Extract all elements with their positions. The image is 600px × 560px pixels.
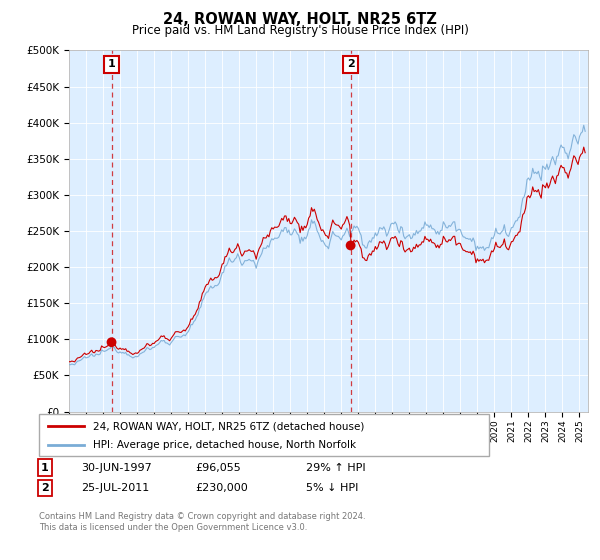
Text: 24, ROWAN WAY, HOLT, NR25 6TZ: 24, ROWAN WAY, HOLT, NR25 6TZ	[163, 12, 437, 27]
Text: 30-JUN-1997: 30-JUN-1997	[81, 463, 152, 473]
Text: £230,000: £230,000	[195, 483, 248, 493]
Text: £96,055: £96,055	[195, 463, 241, 473]
Text: 5% ↓ HPI: 5% ↓ HPI	[306, 483, 358, 493]
Text: 1: 1	[107, 59, 115, 69]
Text: 25-JUL-2011: 25-JUL-2011	[81, 483, 149, 493]
FancyBboxPatch shape	[39, 414, 489, 456]
Text: 2: 2	[347, 59, 355, 69]
Text: Contains HM Land Registry data © Crown copyright and database right 2024.
This d: Contains HM Land Registry data © Crown c…	[39, 512, 365, 532]
Text: 1: 1	[41, 463, 49, 473]
Text: HPI: Average price, detached house, North Norfolk: HPI: Average price, detached house, Nort…	[93, 440, 356, 450]
Point	[346, 241, 355, 250]
Point	[107, 338, 116, 347]
Text: 29% ↑ HPI: 29% ↑ HPI	[306, 463, 365, 473]
Text: Price paid vs. HM Land Registry's House Price Index (HPI): Price paid vs. HM Land Registry's House …	[131, 24, 469, 36]
Text: 24, ROWAN WAY, HOLT, NR25 6TZ (detached house): 24, ROWAN WAY, HOLT, NR25 6TZ (detached …	[93, 421, 364, 431]
Text: 2: 2	[41, 483, 49, 493]
